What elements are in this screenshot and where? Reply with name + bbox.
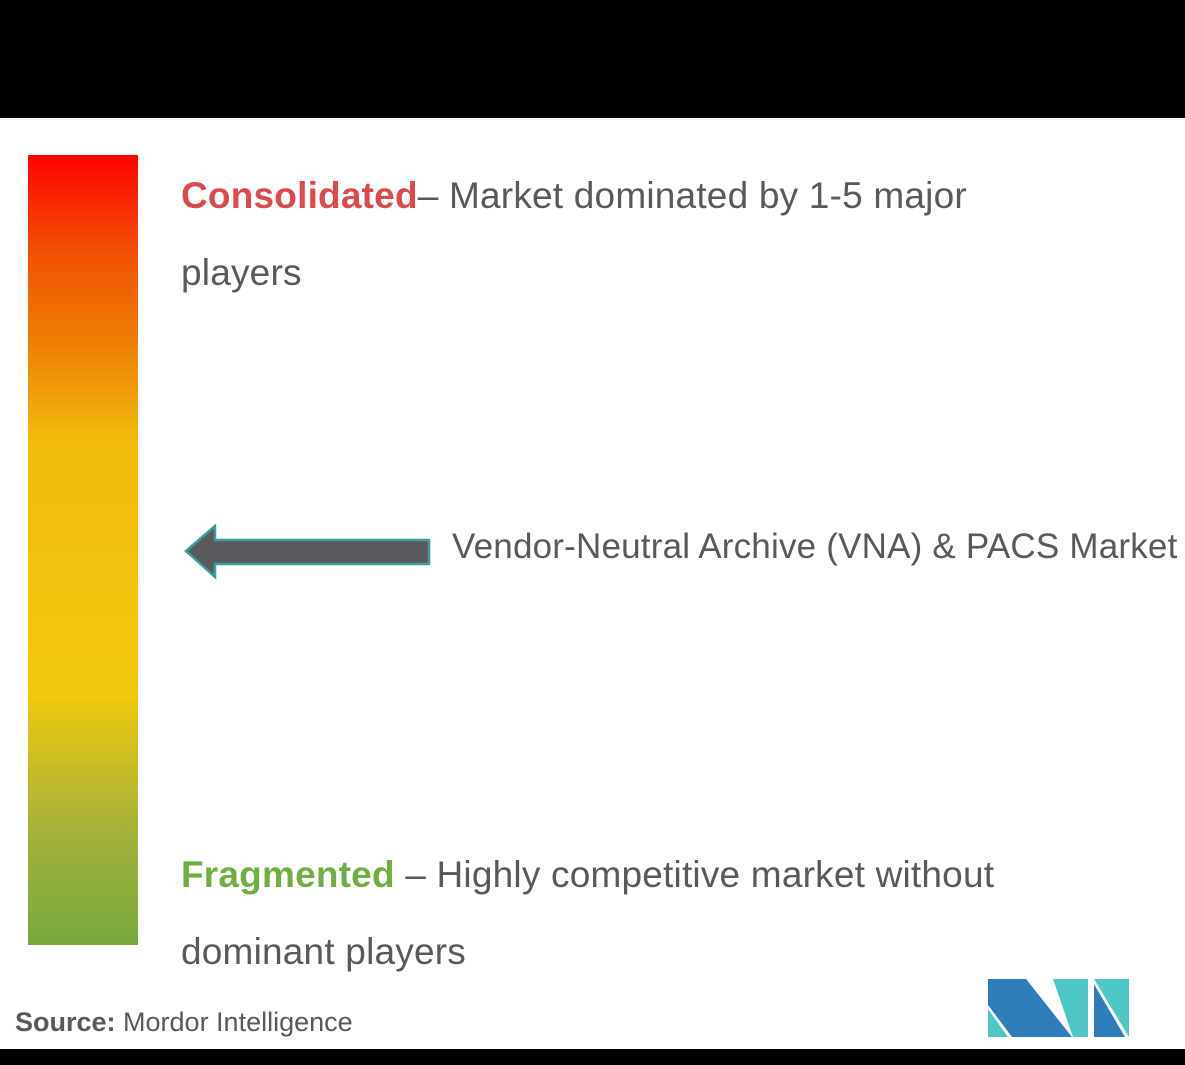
concentration-marker-arrow-icon	[184, 523, 431, 580]
bottom-letterbox-bar	[0, 1049, 1185, 1065]
source-attribution: Source: Mordor Intelligence	[15, 1004, 353, 1040]
source-label: Source:	[15, 1007, 116, 1037]
fragmented-description: Fragmented – Highly competitive market w…	[181, 836, 994, 990]
source-text: Mordor Intelligence	[115, 1007, 353, 1037]
fragmented-term: Fragmented	[181, 854, 395, 895]
fragmented-rest: – Highly competitive market without	[394, 854, 995, 895]
concentration-gradient-scale	[28, 155, 138, 945]
fragmented-line2: dominant players	[181, 931, 466, 972]
top-letterbox-bar	[0, 0, 1185, 118]
market-position-label: Vendor-Neutral Archive (VNA) & PACS Mark…	[452, 527, 1178, 566]
consolidated-rest: – Market dominated by 1-5 major	[417, 175, 967, 216]
consolidated-description: Consolidated– Market dominated by 1-5 ma…	[181, 157, 967, 311]
consolidated-term: Consolidated	[181, 175, 418, 216]
mordor-intelligence-logo	[988, 979, 1129, 1037]
consolidated-line2: players	[181, 252, 302, 293]
